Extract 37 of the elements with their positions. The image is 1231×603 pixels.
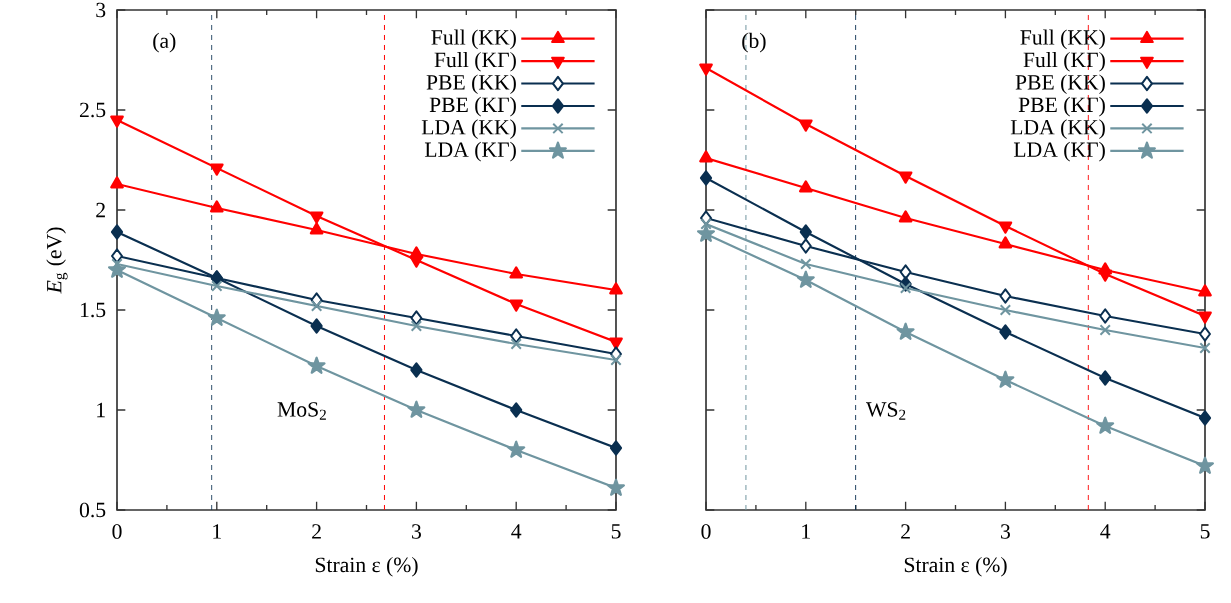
annotation: (b) bbox=[742, 32, 766, 53]
x-tick-label: 0 bbox=[701, 524, 711, 539]
x-tick-label: 1 bbox=[213, 524, 221, 539]
legend-label: Full (KΓ) bbox=[434, 51, 516, 72]
legend-label: LDA (KK) bbox=[421, 119, 516, 139]
x-tick-label: 2 bbox=[901, 524, 910, 539]
legend-label: PBE (KK) bbox=[1015, 74, 1105, 95]
annotation: (a) bbox=[153, 32, 176, 53]
legend-label: PBE (KK) bbox=[426, 74, 516, 95]
x-tick-label: 3 bbox=[412, 524, 421, 539]
x-tick-label: 1 bbox=[802, 524, 810, 539]
x-tick-label: 5 bbox=[611, 524, 621, 539]
y-tick-label: 1.5 bbox=[80, 302, 106, 318]
y-tick-label: 2.5 bbox=[79, 102, 106, 118]
x-axis-title: Strain ε (%) bbox=[904, 556, 1007, 577]
x-tick-label: 2 bbox=[312, 524, 321, 539]
legend-label: LDA (KΓ) bbox=[1013, 141, 1105, 162]
x-tick-label: 4 bbox=[1100, 524, 1111, 539]
y-tick-label: 2 bbox=[96, 202, 105, 218]
x-tick-label: 5 bbox=[1200, 524, 1210, 539]
legend-label: Full (KΓ) bbox=[1023, 51, 1105, 72]
annotation: WS$_{2}$ bbox=[866, 402, 906, 420]
legend-label: Full (KK) bbox=[1020, 29, 1105, 50]
y-tick-label: 1 bbox=[97, 402, 105, 418]
legend-label: PBE (KΓ) bbox=[1018, 96, 1105, 117]
legend-label: LDA (KΓ) bbox=[424, 141, 516, 162]
y-axis-title: E$_{g}$ (eV) bbox=[46, 227, 68, 294]
annotation: MoS$_{2}$ bbox=[277, 402, 326, 420]
x-tick-label: 0 bbox=[112, 524, 122, 539]
y-tick-label: 0.5 bbox=[79, 502, 106, 518]
legend-label: LDA (KK) bbox=[1010, 119, 1105, 139]
y-tick-label: 3 bbox=[96, 2, 106, 18]
legend-label: Full (KK) bbox=[431, 29, 516, 50]
legend-label: PBE (KΓ) bbox=[429, 96, 516, 117]
x-tick-label: 4 bbox=[511, 524, 522, 539]
x-tick-label: 3 bbox=[1001, 524, 1010, 539]
x-axis-title: Strain ε (%) bbox=[315, 556, 418, 577]
